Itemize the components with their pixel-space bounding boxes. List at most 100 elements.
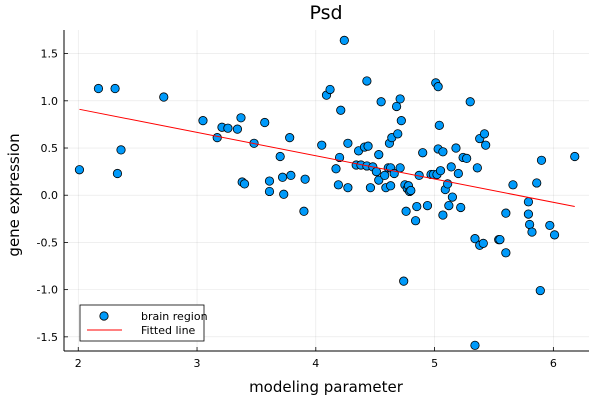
data-point [472, 163, 482, 173]
data-point [74, 165, 85, 175]
data-point [380, 170, 390, 180]
data-point [412, 201, 422, 212]
data-point [422, 201, 433, 211]
data-point [435, 166, 446, 176]
y-tick-label: -1.0 [37, 284, 58, 297]
data-point [300, 174, 310, 184]
y-tick-label: 1.0 [41, 95, 59, 108]
data-point [93, 83, 104, 94]
data-point [212, 133, 222, 143]
chart-title: Psd [309, 2, 342, 24]
data-point [438, 210, 448, 220]
y-tick-label: 1.5 [41, 48, 59, 61]
data-point [374, 150, 384, 160]
data-point [446, 162, 456, 172]
y-tick-label: -1.5 [37, 331, 58, 344]
data-point [339, 35, 349, 45]
data-point [456, 202, 466, 213]
data-point [393, 129, 403, 139]
data-point [396, 116, 406, 126]
data-point [523, 209, 534, 219]
fitted-line [79, 108, 575, 208]
data-point [279, 189, 289, 199]
data-point [223, 123, 233, 133]
data-point [481, 140, 491, 150]
x-tick-label: 3 [194, 357, 201, 370]
y-axis-label: gene expression [5, 133, 23, 256]
data-point [275, 151, 285, 162]
data-point [376, 97, 386, 107]
data-point [406, 185, 416, 196]
data-point [470, 234, 480, 244]
legend: brain region Fitted line [79, 304, 208, 342]
data-point [401, 206, 411, 216]
data-point [523, 197, 534, 207]
data-point [391, 101, 402, 112]
data-point [395, 94, 405, 104]
data-point [433, 82, 443, 92]
data-point [386, 181, 396, 191]
data-point [336, 105, 346, 115]
data-point [536, 155, 547, 165]
x-tick-label: 2 [75, 357, 82, 370]
data-point [418, 148, 428, 158]
data-point [465, 97, 475, 107]
data-point [470, 340, 480, 350]
data-point [545, 220, 555, 231]
x-axis-label: modeling parameter [249, 378, 404, 396]
data-point [264, 176, 275, 186]
data-point [410, 216, 421, 226]
data-point [232, 124, 243, 134]
legend-box [79, 304, 205, 342]
data-point [333, 180, 343, 190]
data-point [277, 172, 288, 182]
chart-marks [74, 35, 580, 350]
grid-lines [64, 30, 589, 351]
data-point [438, 147, 448, 157]
data-point [395, 163, 405, 173]
y-ticks: -1.5 -1.0 -0.5 0.0 0.5 1.0 1.5 [37, 48, 68, 344]
data-point [462, 153, 472, 163]
data-point [331, 164, 341, 174]
x-tick-label: 4 [312, 357, 319, 370]
data-point [444, 201, 454, 211]
data-point [570, 151, 580, 162]
data-point [525, 219, 535, 230]
data-point [260, 117, 270, 128]
data-point [447, 192, 458, 202]
data-point [478, 238, 488, 248]
x-tick-label: 5 [431, 357, 438, 370]
data-point [451, 143, 461, 153]
data-point [501, 248, 511, 258]
legend-label-fitted-line: Fitted line [141, 324, 196, 337]
data-point [112, 168, 123, 179]
data-point [535, 285, 545, 296]
x-ticks: 2 3 4 5 6 [75, 347, 557, 370]
data-point [549, 230, 560, 240]
legend-label-brain-region: brain region [141, 310, 208, 323]
data-point [434, 120, 444, 130]
data-point [399, 276, 409, 286]
data-point [116, 145, 126, 155]
data-point [317, 140, 327, 150]
data-point [325, 84, 335, 95]
data-point [285, 133, 295, 143]
data-point [365, 183, 376, 193]
data-point [159, 92, 169, 102]
plot-axes [63, 30, 589, 352]
data-point [299, 206, 309, 216]
data-point [453, 168, 463, 179]
x-tick-label: 6 [550, 357, 557, 370]
data-point [501, 208, 511, 218]
data-point [362, 76, 372, 86]
y-tick-label: 0.5 [41, 142, 59, 155]
data-point [532, 178, 542, 188]
data-point [110, 83, 120, 94]
data-point [479, 129, 490, 139]
data-point [236, 113, 246, 123]
data-point [363, 141, 373, 151]
data-point [264, 186, 275, 197]
data-point [527, 227, 537, 237]
y-tick-label: -0.5 [37, 236, 58, 249]
